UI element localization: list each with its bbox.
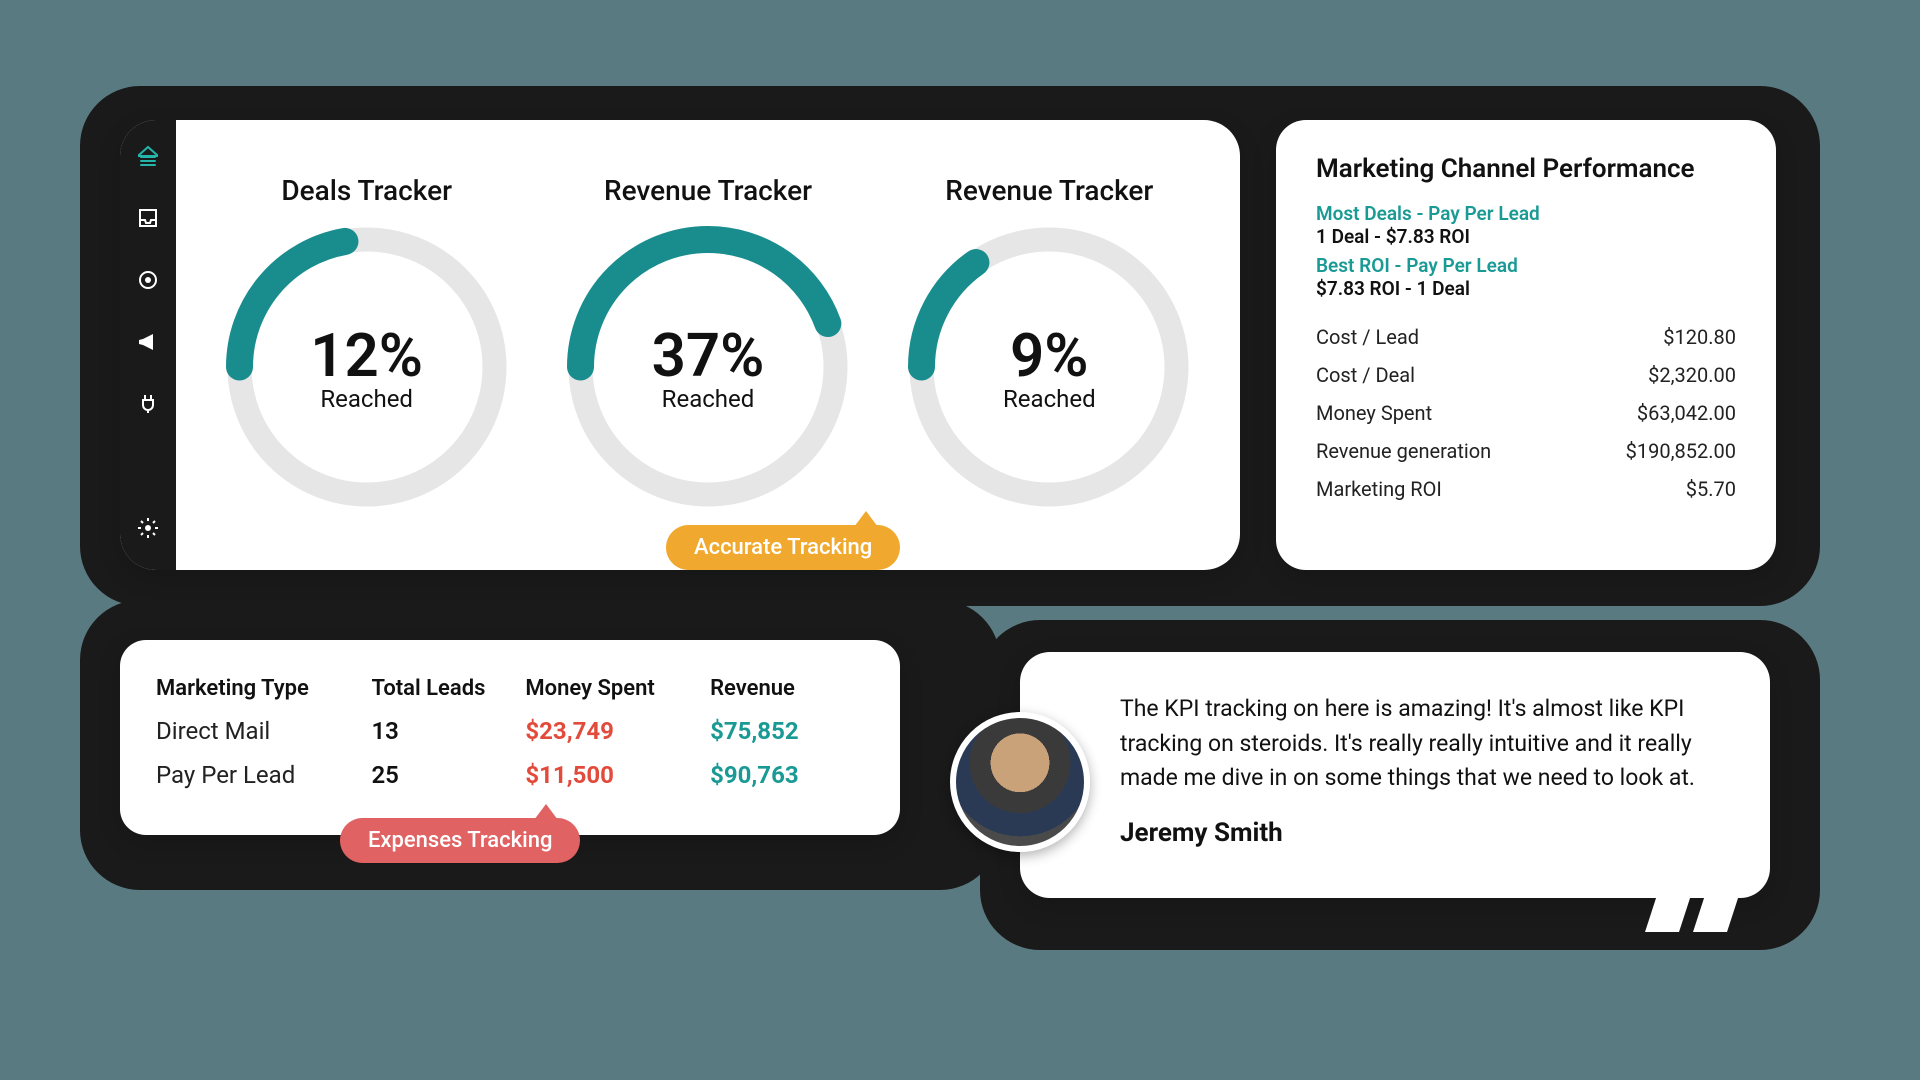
table-cell: $90,763: [710, 761, 864, 789]
performance-row-label: Money Spent: [1316, 401, 1432, 425]
gauge: 37% Reached: [558, 217, 858, 517]
col-type: Marketing Type: [156, 676, 371, 701]
tracker-title: Revenue Tracker: [604, 174, 812, 207]
table-cell: 25: [371, 761, 525, 789]
table-cell: $11,500: [525, 761, 710, 789]
tracker-title: Revenue Tracker: [945, 174, 1153, 207]
table-cell: $23,749: [525, 717, 710, 745]
gauge-percent: 9%: [1010, 320, 1089, 391]
sidebar: [120, 120, 176, 570]
trackers-body: Deals Tracker 12% Reached Revenue Tracke…: [176, 120, 1240, 570]
trackers-card: Deals Tracker 12% Reached Revenue Tracke…: [120, 120, 1240, 570]
performance-title: Marketing Channel Performance: [1316, 154, 1736, 184]
gear-icon[interactable]: [136, 516, 160, 544]
testimonial-card: The KPI tracking on here is amazing! It'…: [1020, 652, 1770, 898]
col-spent: Money Spent: [525, 676, 710, 701]
gauge-percent: 37%: [652, 320, 765, 391]
table-row: Pay Per Lead25$11,500$90,763: [156, 753, 864, 797]
performance-rows: Cost / Lead $120.80 Cost / Deal $2,320.00 Mo…: [1316, 318, 1736, 508]
best-roi-label: Best ROI - Pay Per Lead: [1316, 254, 1736, 277]
performance-row-value: $190,852.00: [1626, 439, 1736, 463]
gauge-percent: 12%: [310, 320, 423, 391]
avatar: [950, 712, 1090, 852]
best-roi-sub: $7.83 ROI - 1 Deal: [1316, 277, 1736, 300]
performance-row: Cost / Deal $2,320.00: [1316, 356, 1736, 394]
performance-row-value: $63,042.00: [1637, 401, 1736, 425]
performance-row-value: $120.80: [1663, 325, 1736, 349]
tracker-revenue-2: Revenue Tracker 9% Reached: [899, 174, 1199, 517]
table-rows: Direct Mail13$23,749$75,852Pay Per Lead2…: [156, 709, 864, 797]
testimonial-text: The KPI tracking on here is amazing! It'…: [1120, 692, 1720, 796]
col-revenue: Revenue: [710, 676, 864, 701]
table-cell: Direct Mail: [156, 717, 371, 745]
gauge-sub: Reached: [320, 385, 413, 413]
performance-row: Marketing ROI $5.70: [1316, 470, 1736, 508]
home-icon[interactable]: [136, 144, 160, 172]
performance-row: Money Spent $63,042.00: [1316, 394, 1736, 432]
performance-row: Revenue generation $190,852.00: [1316, 432, 1736, 470]
table-cell: Pay Per Lead: [156, 761, 371, 789]
performance-row-label: Revenue generation: [1316, 439, 1491, 463]
gauge-sub: Reached: [662, 385, 755, 413]
marketing-table-card: Marketing Type Total Leads Money Spent R…: [120, 640, 900, 835]
table-row: Direct Mail13$23,749$75,852: [156, 709, 864, 753]
callout-accurate-tracking: Accurate Tracking: [666, 525, 900, 570]
inbox-icon[interactable]: [136, 206, 160, 234]
tracker-title: Deals Tracker: [281, 174, 452, 207]
performance-row-value: $2,320.00: [1648, 363, 1736, 387]
gauge-sub: Reached: [1003, 385, 1096, 413]
col-leads: Total Leads: [371, 676, 525, 701]
performance-row: Cost / Lead $120.80: [1316, 318, 1736, 356]
callout-expenses-tracking: Expenses Tracking: [340, 818, 580, 863]
quote-mark-icon: [1658, 852, 1740, 932]
testimonial-name: Jeremy Smith: [1120, 818, 1720, 848]
performance-row-label: Cost / Deal: [1316, 363, 1415, 387]
callout-label: Accurate Tracking: [694, 535, 872, 560]
performance-row-label: Marketing ROI: [1316, 477, 1442, 501]
gauge: 12% Reached: [217, 217, 517, 517]
performance-row-value: $5.70: [1686, 477, 1736, 501]
table-cell: $75,852: [710, 717, 864, 745]
target-icon[interactable]: [136, 268, 160, 296]
tracker-revenue-1: Revenue Tracker 37% Reached: [558, 174, 858, 517]
table-header: Marketing Type Total Leads Money Spent R…: [156, 668, 864, 709]
performance-row-label: Cost / Lead: [1316, 325, 1419, 349]
gauge: 9% Reached: [899, 217, 1199, 517]
plug-icon[interactable]: [136, 392, 160, 420]
most-deals-label: Most Deals - Pay Per Lead: [1316, 202, 1736, 225]
megaphone-icon[interactable]: [136, 330, 160, 358]
performance-card: Marketing Channel Performance Most Deals…: [1276, 120, 1776, 570]
callout-label: Expenses Tracking: [368, 828, 552, 853]
most-deals-sub: 1 Deal - $7.83 ROI: [1316, 225, 1736, 248]
tracker-deals: Deals Tracker 12% Reached: [217, 174, 517, 517]
table-cell: 13: [371, 717, 525, 745]
